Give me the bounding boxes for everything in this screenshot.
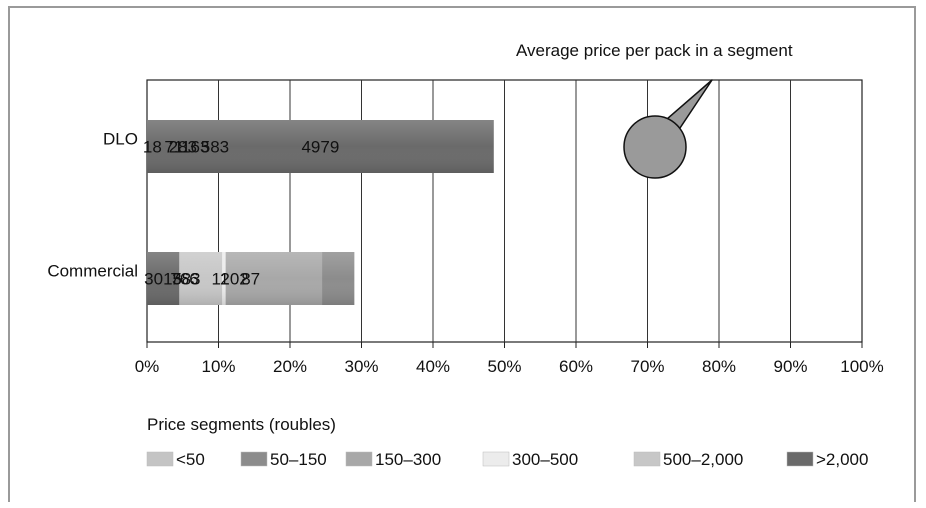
legend-label: 500–2,000 (663, 450, 743, 469)
x-tick-label: 50% (487, 357, 521, 376)
category-label: Commercial (47, 262, 138, 281)
bar-segment-shading (147, 252, 180, 305)
legend-swatch (786, 451, 814, 467)
figure-frame (8, 6, 916, 502)
x-tick-label: 20% (273, 357, 307, 376)
data-label: 163 (181, 138, 209, 157)
callout-bubble (623, 115, 687, 179)
legend-label: 150–300 (375, 450, 441, 469)
x-tick-label: 40% (416, 357, 450, 376)
legend-label: 300–500 (512, 450, 578, 469)
x-tick-label: 60% (559, 357, 593, 376)
legend-label: <50 (176, 450, 205, 469)
bar-segment-shading (147, 120, 494, 173)
legend-swatch (482, 451, 510, 467)
data-label: 4979 (301, 138, 339, 157)
legend-label: 50–150 (270, 450, 327, 469)
data-label: 766 (170, 270, 198, 289)
legend-label: >2,000 (816, 450, 868, 469)
data-label: 3015 (144, 270, 182, 289)
category-label: DLO (103, 130, 138, 149)
x-tick-label: 90% (773, 357, 807, 376)
legend-swatch (633, 451, 661, 467)
legend-title: Price segments (roubles) (147, 415, 336, 434)
x-tick-label: 10% (201, 357, 235, 376)
data-label: 71 (164, 138, 183, 157)
data-label: 11 (211, 270, 229, 289)
legend-swatch (345, 451, 373, 467)
data-label: 283 (169, 138, 197, 157)
data-label: 87 (241, 270, 260, 289)
x-tick-label: 80% (702, 357, 736, 376)
x-tick-label: 30% (344, 357, 378, 376)
data-label: 202 (220, 270, 248, 289)
callout-annotation-text: Average price per pack in a segment (516, 41, 793, 60)
data-label: 583 (201, 138, 229, 157)
data-label: 18 (143, 138, 162, 157)
data-label: 383 (172, 270, 200, 289)
x-tick-label: 0% (135, 357, 160, 376)
x-tick-label: 70% (630, 357, 664, 376)
legend-swatch (146, 451, 174, 467)
legend-swatch (240, 451, 268, 467)
x-tick-label: 100% (840, 357, 883, 376)
